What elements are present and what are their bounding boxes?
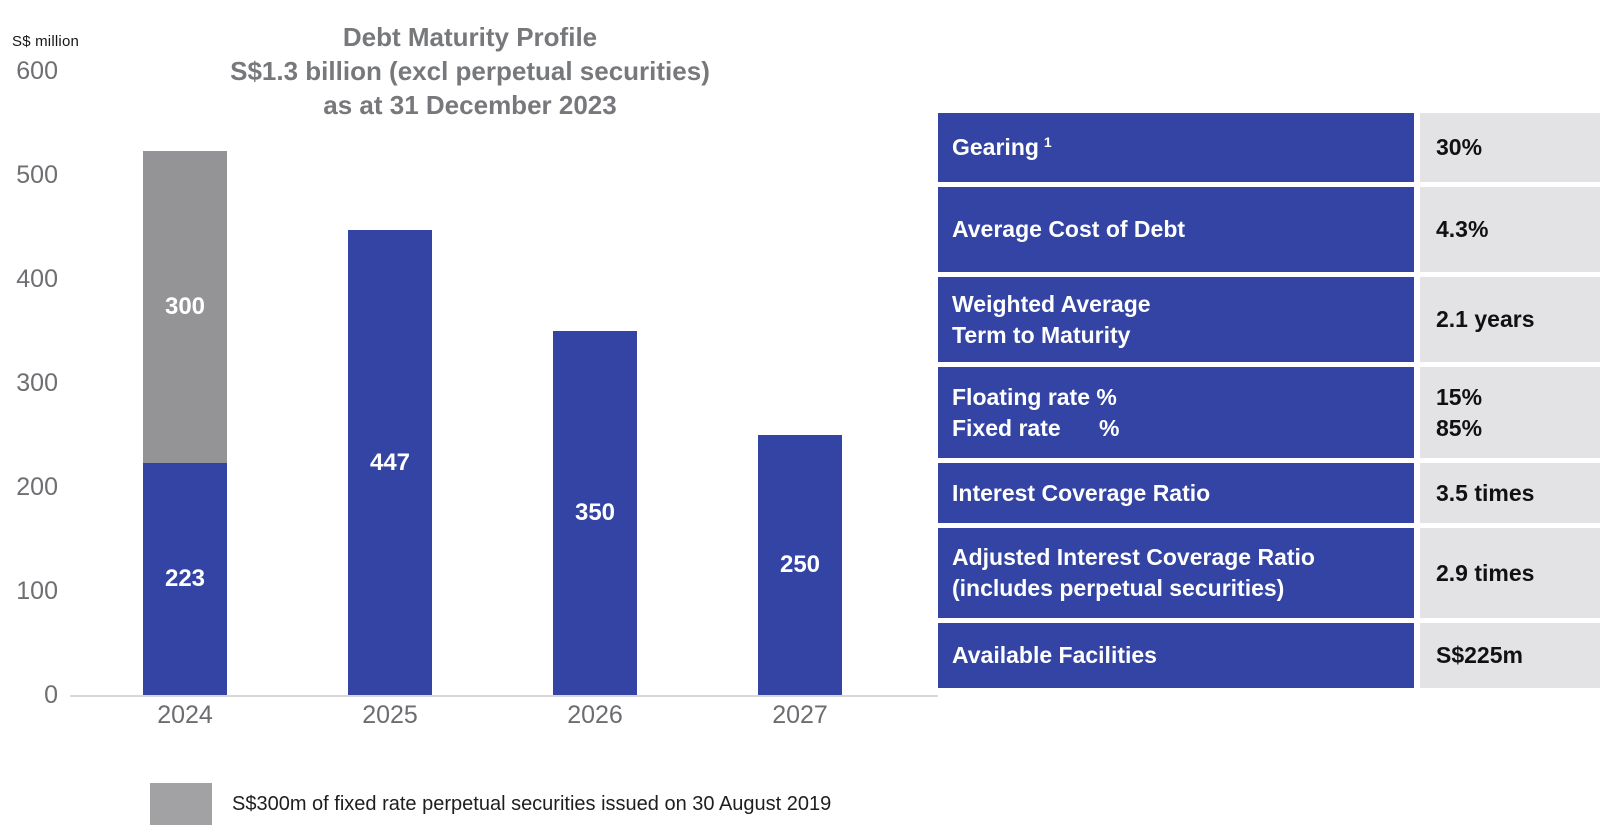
metric-value: 4.3% xyxy=(1420,187,1600,272)
bar-segment-2026-debt: 350 xyxy=(553,331,637,695)
metric-row-weighted-avg-term: Weighted Average Term to Maturity 2.1 ye… xyxy=(938,277,1600,362)
metric-value: 3.5 times xyxy=(1420,463,1600,523)
metrics-table: Gearing 1 30% Average Cost of Debt 4.3% W… xyxy=(938,113,1600,688)
metric-row-gearing: Gearing 1 30% xyxy=(938,113,1600,182)
bar-segment-2024-perpetual: 300 xyxy=(143,151,227,464)
metric-row-interest-coverage: Interest Coverage Ratio 3.5 times xyxy=(938,463,1600,523)
metric-label: Available Facilities xyxy=(938,623,1414,688)
metric-row-adjusted-interest-coverage: Adjusted Interest Coverage Ratio (includ… xyxy=(938,528,1600,618)
y-axis-unit-label: S$ million xyxy=(12,33,80,50)
legend-perpetual-swatch xyxy=(150,783,212,825)
y-tick-300: 300 xyxy=(16,369,58,397)
bar-value-label: 447 xyxy=(369,448,411,476)
metric-label: Average Cost of Debt xyxy=(938,187,1414,272)
x-axis-line xyxy=(70,695,938,697)
metric-value: 2.1 years xyxy=(1420,277,1600,362)
metric-label-text: Gearing xyxy=(952,134,1039,160)
bar-segment-2024-debt: 223 xyxy=(143,463,227,695)
bar-segment-2025-debt: 447 xyxy=(348,230,432,695)
metric-value: 30% xyxy=(1420,113,1600,182)
metric-label: Gearing 1 xyxy=(938,113,1414,182)
x-label-2026: 2026 xyxy=(567,701,623,729)
x-label-2024: 2024 xyxy=(157,701,213,729)
x-label-2025: 2025 xyxy=(362,701,418,729)
metric-row-available-facilities: Available Facilities S$225m xyxy=(938,623,1600,688)
bar-value-label: 350 xyxy=(574,499,616,526)
bar-value-label: 250 xyxy=(779,551,821,578)
chart-title-line-3: as at 31 December 2023 xyxy=(323,90,617,120)
y-tick-100: 100 xyxy=(16,577,58,605)
metric-value: 2.9 times xyxy=(1420,528,1600,618)
metric-label: Floating rate % Fixed rate % xyxy=(938,367,1414,458)
metric-label: Weighted Average Term to Maturity xyxy=(938,277,1414,362)
legend-perpetual-label: S$300m of fixed rate perpetual securitie… xyxy=(232,792,832,815)
metric-label: Adjusted Interest Coverage Ratio (includ… xyxy=(938,528,1414,618)
legend: S$300m of fixed rate perpetual securitie… xyxy=(150,783,831,825)
metric-value: 15% 85% xyxy=(1420,367,1600,458)
metric-label: Interest Coverage Ratio xyxy=(938,463,1414,523)
x-label-2027: 2027 xyxy=(772,701,828,729)
y-tick-600: 600 xyxy=(16,57,58,85)
chart-title-line-2: S$1.3 billion (excl perpetual securities… xyxy=(230,56,710,86)
chart-title: Debt Maturity Profile S$1.3 billion (exc… xyxy=(20,20,920,122)
y-tick-200: 200 xyxy=(16,473,58,501)
bar-value-label: 223 xyxy=(164,565,206,593)
metric-row-avg-cost-of-debt: Average Cost of Debt 4.3% xyxy=(938,187,1600,272)
footnote-marker: 1 xyxy=(1043,134,1052,150)
bar-value-label: 300 xyxy=(164,293,206,321)
debt-maturity-chart: S$ million Debt Maturity Profile S$1.3 b… xyxy=(12,20,938,825)
y-tick-500: 500 xyxy=(16,161,58,189)
y-tick-400: 400 xyxy=(16,265,58,293)
chart-title-line-1: Debt Maturity Profile xyxy=(342,22,598,52)
metric-row-floating-fixed-rate: Floating rate % Fixed rate % 15% 85% xyxy=(938,367,1600,458)
y-tick-0: 0 xyxy=(44,681,58,709)
metric-value: S$225m xyxy=(1420,623,1600,688)
bar-segment-2027-debt: 250 xyxy=(758,435,842,695)
